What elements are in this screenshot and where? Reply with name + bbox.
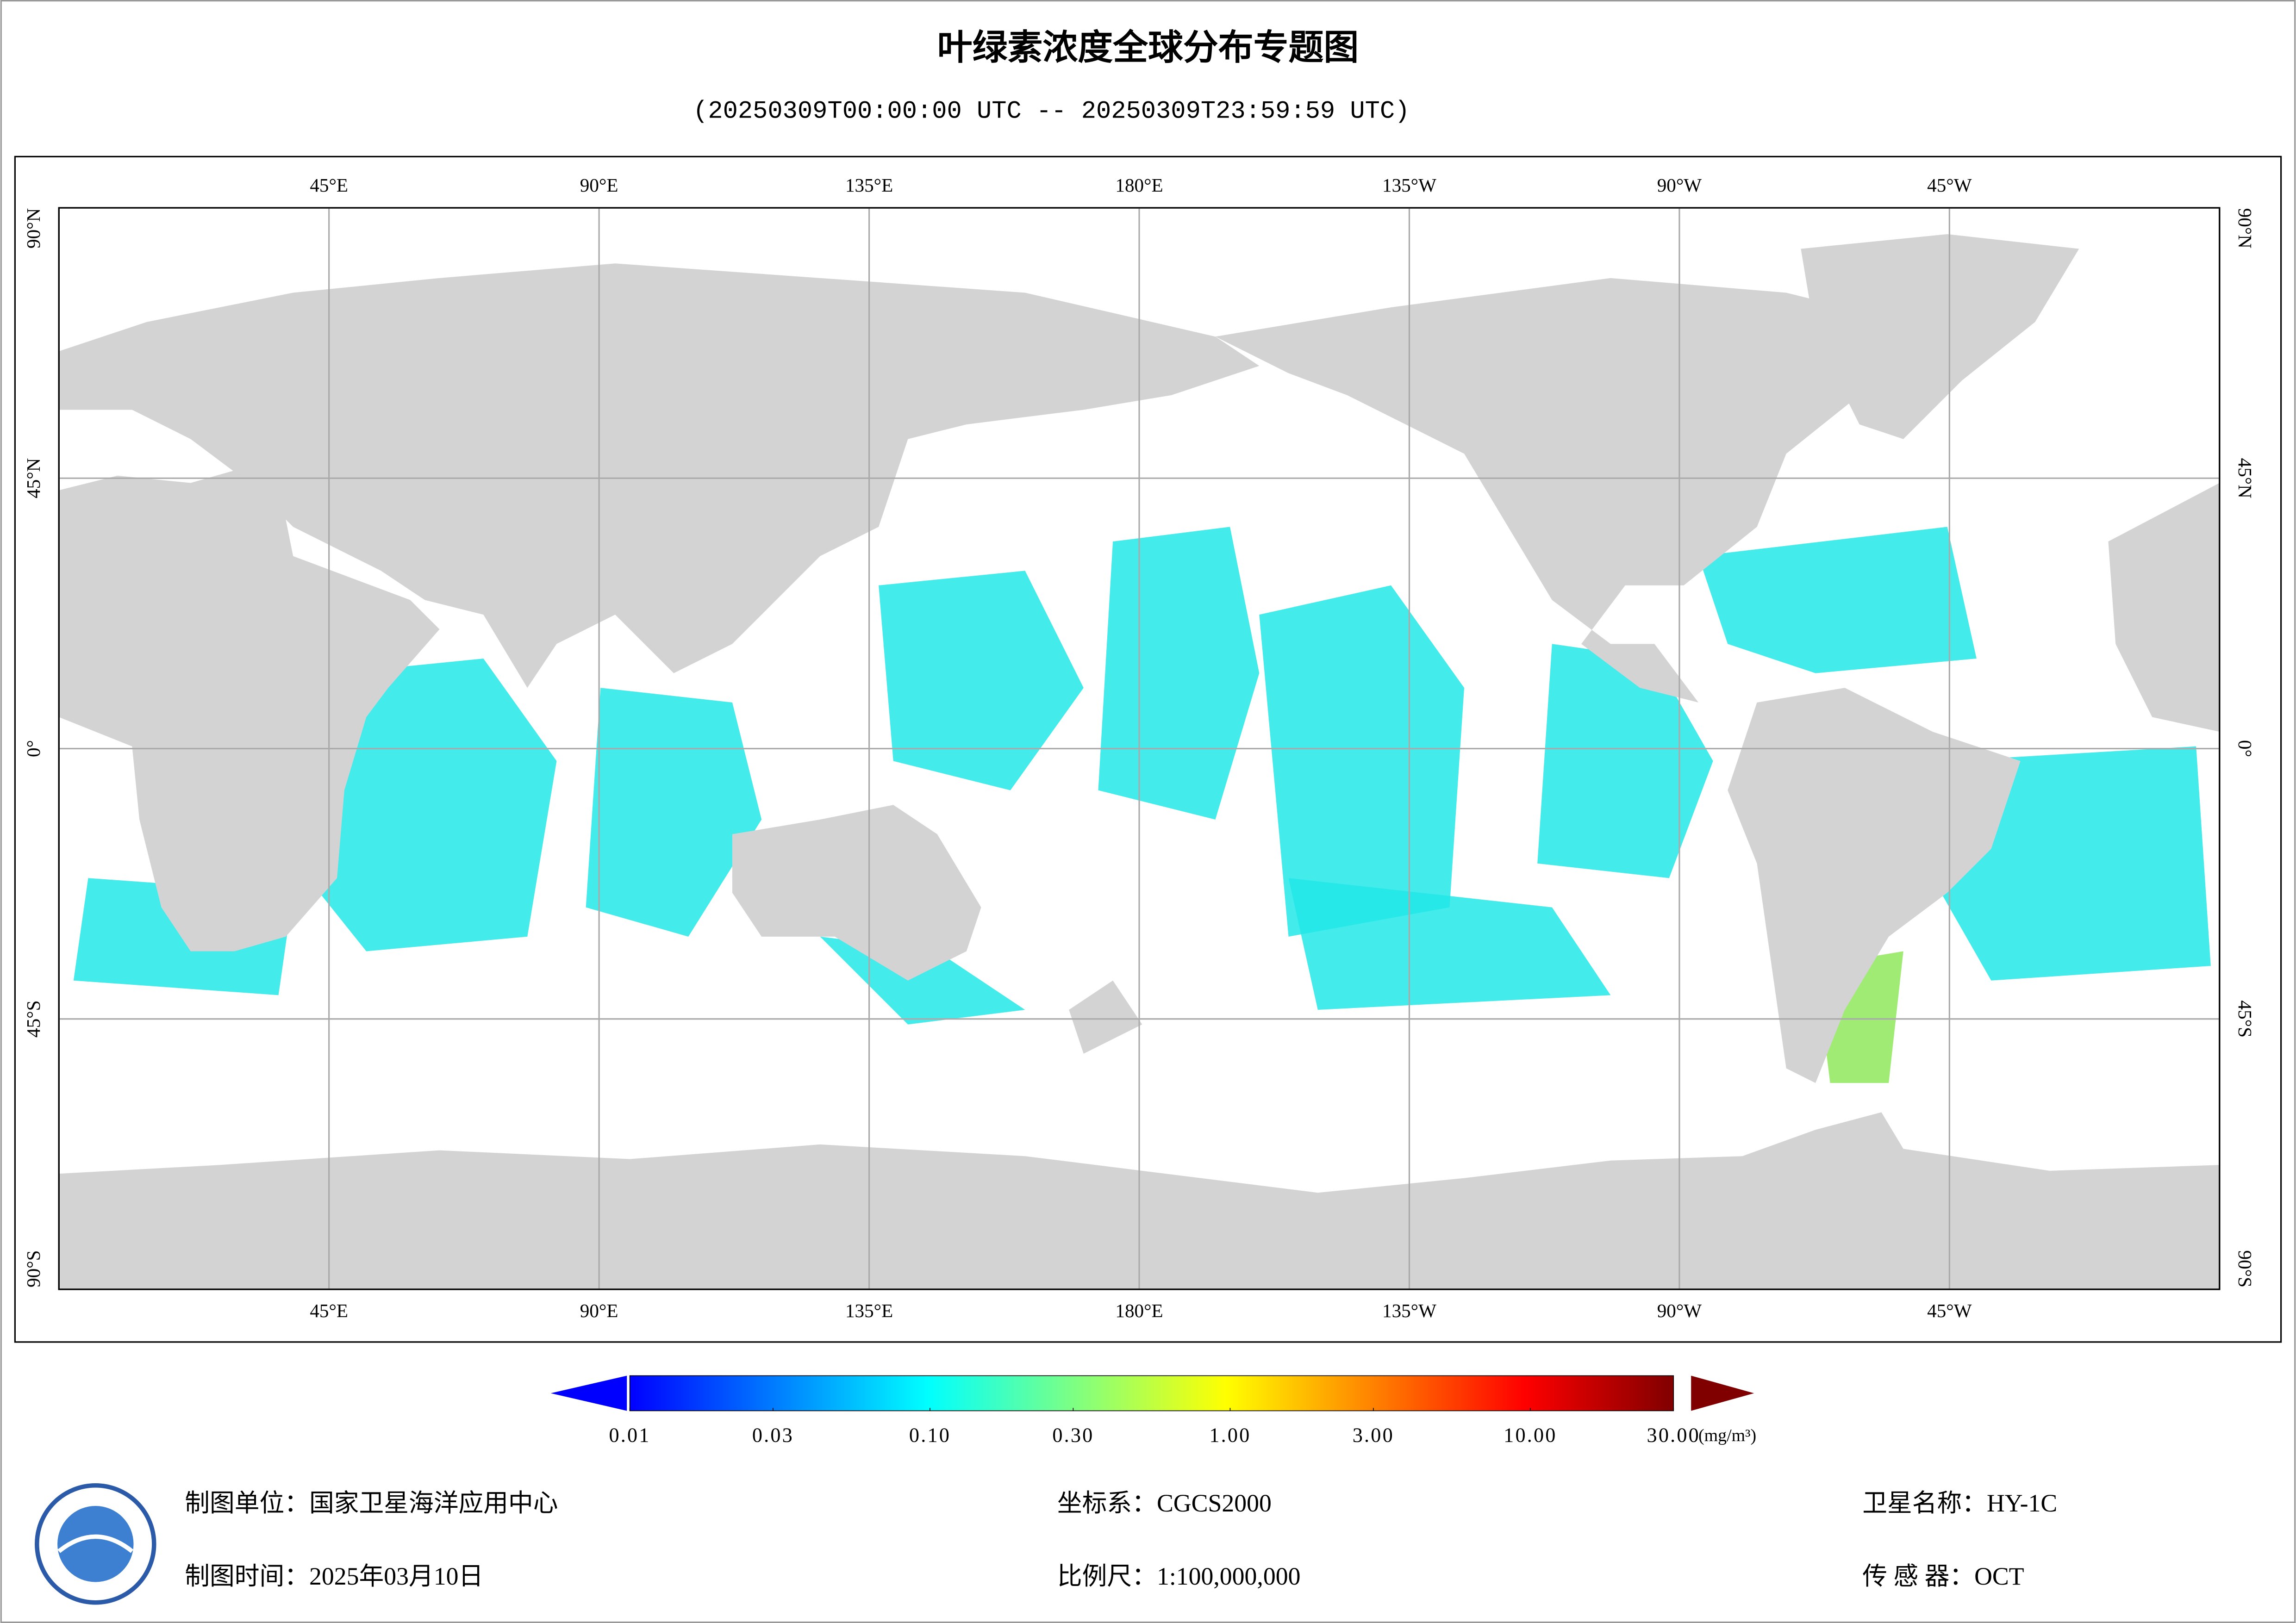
footer-date: 制图时间：2025年03月10日	[185, 1562, 483, 1590]
lon-label-bottom: 135°W	[1382, 1300, 1436, 1321]
colorbar-gradient	[629, 1375, 1674, 1412]
lat-label-right: 0°	[2234, 740, 2256, 757]
footer-value: 1:100,000,000	[1157, 1562, 1301, 1590]
lat-label-right: 45°N	[2234, 458, 2256, 498]
lat-label-left: 0°	[23, 740, 44, 757]
footer-producer: 制图单位：国家卫星海洋应用中心	[185, 1489, 558, 1517]
lon-label-top: 180°E	[1115, 174, 1163, 196]
footer-crs: 坐标系：CGCS2000	[1057, 1489, 1272, 1517]
patch	[1288, 878, 1611, 1010]
lat-label-right: 90°S	[2234, 1250, 2256, 1287]
colorbar-under-arrow	[550, 1375, 627, 1411]
footer-label: 传 感 器：	[1862, 1562, 1974, 1590]
footer-value: OCT	[1974, 1562, 2024, 1590]
patch	[1259, 585, 1465, 937]
map-frame	[58, 207, 2221, 1290]
new-zealand	[1069, 980, 1142, 1054]
lon-label-bottom: 90°W	[1657, 1300, 1702, 1321]
lon-label-top: 90°E	[580, 174, 618, 196]
lon-label-bottom: 90°E	[580, 1300, 618, 1321]
logo	[35, 1483, 156, 1605]
lon-label-top: 90°W	[1657, 174, 1702, 196]
lon-label-top: 135°E	[845, 174, 893, 196]
footer-value: 2025年03月10日	[309, 1562, 483, 1590]
colorbar-tick-label: 10.00	[1504, 1424, 1557, 1447]
lon-label-bottom: 180°E	[1115, 1300, 1163, 1321]
lon-label-top: 135°W	[1382, 174, 1436, 196]
lon-label-top: 45°E	[310, 174, 348, 196]
footer-value: HY-1C	[1987, 1489, 2057, 1517]
footer-label: 坐标系：	[1057, 1489, 1157, 1517]
colorbar-tick-label: 0.10	[909, 1424, 951, 1447]
footer-value: CGCS2000	[1157, 1489, 1272, 1517]
lon-label-bottom: 45°E	[310, 1300, 348, 1321]
outer-frame	[14, 155, 2282, 1343]
footer-label: 制图时间：	[185, 1562, 309, 1590]
eurasia	[59, 263, 1260, 688]
lat-label-right: 90°N	[2234, 208, 2256, 249]
colorbar-tick-label: 0.01	[609, 1424, 650, 1447]
chlorophyll-patches	[73, 527, 2211, 1083]
logo-wave	[57, 1534, 134, 1553]
colorbar-tick-label: 0.30	[1052, 1424, 1094, 1447]
patch	[1698, 527, 1977, 673]
south-america	[1728, 688, 2021, 1083]
patch	[879, 571, 1084, 790]
west-africa	[2108, 483, 2220, 732]
lat-label-left: 45°N	[23, 458, 44, 498]
title: 叶绿素浓度全球分布专题图	[937, 27, 1359, 68]
colorbar-unit: (mg/m³)	[1698, 1426, 1756, 1445]
greenland	[1801, 234, 2079, 439]
lon-label-bottom: 45°W	[1927, 1300, 1972, 1321]
lat-label-left: 45°S	[23, 1001, 44, 1038]
north-america	[1215, 278, 1962, 703]
footer-label: 比例尺：	[1057, 1562, 1157, 1590]
subtitle: (20250309T00:00:00 UTC -- 20250309T23:59…	[693, 98, 1410, 126]
patch	[1537, 644, 1713, 878]
footer-satellite: 卫星名称：HY-1C	[1862, 1489, 2057, 1517]
patch	[1098, 527, 1260, 820]
colorbar-tick-label: 3.00	[1353, 1424, 1394, 1447]
lat-label-left: 90°N	[23, 208, 44, 249]
lon-label-bottom: 135°E	[845, 1300, 893, 1321]
lat-label-left: 90°S	[23, 1250, 44, 1287]
footer-sensor: 传 感 器：OCT	[1862, 1562, 2024, 1590]
lat-label-right: 45°S	[2234, 1001, 2256, 1038]
colorbar-over-arrow	[1691, 1375, 1754, 1411]
colorbar: 0.01 0.03 0.10 0.30 1.00 3.00 10.00 30.00(mg/m³…	[550, 1375, 1756, 1447]
colorbar-tick-label: 1.00	[1209, 1424, 1251, 1447]
patch	[586, 688, 762, 937]
africa-europe	[59, 468, 440, 951]
footer-label: 卫星名称：	[1862, 1489, 1987, 1517]
patch	[307, 659, 557, 951]
footer-value: 国家卫星海洋应用中心	[309, 1489, 558, 1517]
australia	[732, 805, 981, 981]
footer-label: 制图单位：	[185, 1489, 309, 1517]
colorbar-tick-label: 0.03	[752, 1424, 794, 1447]
lon-label-top: 45°W	[1927, 174, 1972, 196]
logo-globe	[57, 1506, 134, 1582]
footer-scale: 比例尺：1:100,000,000	[1057, 1562, 1301, 1590]
colorbar-tick-label: 30.00	[1647, 1424, 1700, 1447]
